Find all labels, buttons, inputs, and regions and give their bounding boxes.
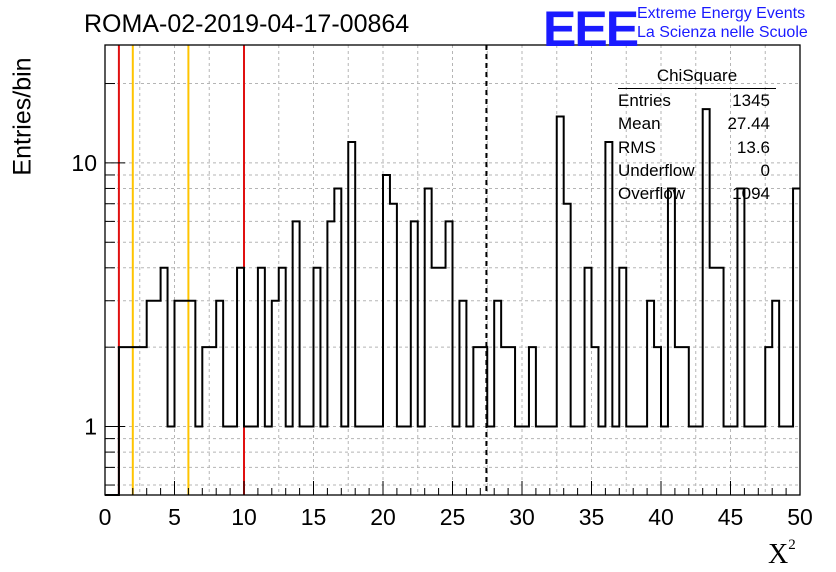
stats-label: RMS [618, 137, 656, 157]
eee-logo: EEE [543, 1, 639, 57]
stats-value: 1094 [732, 184, 770, 204]
stats-title: ChiSquare [618, 66, 776, 89]
x-tick-label: 5 [168, 504, 181, 530]
x-tick-label: 25 [440, 504, 466, 530]
stats-value: 0 [760, 160, 770, 180]
x-tick-label: 40 [648, 504, 674, 530]
x-tick-label: 30 [509, 504, 535, 530]
stats-row: Entries 1345 [614, 91, 776, 114]
stats-label: Underflow [618, 160, 695, 180]
logo-line-1: Extreme Energy Events [637, 5, 806, 22]
x-tick-label: 10 [231, 504, 257, 530]
stats-row: Mean 27.44 [614, 114, 776, 137]
stats-row: Underflow 0 [614, 161, 776, 184]
stats-label: Entries [618, 91, 671, 110]
stats-value: 1345 [732, 91, 770, 110]
x-tick-label: 0 [99, 504, 112, 530]
logo-line-2: La Scienza nelle Scuole [637, 24, 808, 41]
stats-box: ChiSquare Entries 1345 Mean 27.44 RMS 13.6 … [614, 66, 776, 207]
y-tick-label: 1 [84, 414, 97, 440]
x-tick-label: 15 [301, 504, 327, 530]
y-tick-label: 10 [71, 150, 97, 176]
y-axis-label-text: Entries/bin [8, 57, 37, 176]
x-tick-label: 50 [787, 504, 813, 530]
logo-caption: Extreme Energy Events La Scienza nelle S… [637, 4, 808, 42]
stats-label: Mean [618, 114, 661, 134]
x-axis-label-superscript: 2 [788, 537, 796, 553]
stats-row: RMS 13.6 [614, 138, 776, 161]
y-axis-label: Entries/bin [8, 50, 38, 190]
stats-value: 27.44 [727, 114, 770, 134]
x-tick-label: 35 [579, 504, 605, 530]
chart-title: ROMA-02-2019-04-17-00864 [84, 10, 410, 38]
x-axis-label: X2 [768, 537, 796, 571]
tick-labels: 0 5 10 15 20 25 30 35 40 45 50 1 10 [71, 150, 812, 530]
stats-label: Overflow [618, 184, 686, 204]
axis-ticks [104, 83, 801, 495]
x-axis-label-text: X [768, 539, 789, 570]
stats-row: Overflow 1094 [614, 184, 776, 207]
x-tick-label: 45 [718, 504, 744, 530]
stats-value: 13.6 [736, 137, 770, 157]
x-tick-label: 20 [370, 504, 396, 530]
histogram-series [105, 108, 800, 496]
